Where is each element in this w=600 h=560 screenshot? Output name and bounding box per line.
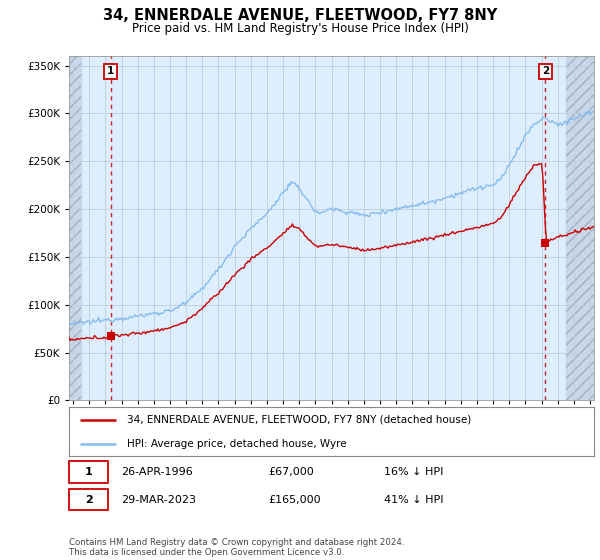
Text: 26-APR-1996: 26-APR-1996 (121, 467, 193, 477)
Bar (69, 56, 81, 400)
Text: 1: 1 (107, 67, 114, 77)
Text: 2: 2 (542, 67, 549, 77)
FancyBboxPatch shape (69, 461, 109, 483)
Text: HPI: Average price, detached house, Wyre: HPI: Average price, detached house, Wyre (127, 438, 346, 449)
Text: 41% ↓ HPI: 41% ↓ HPI (384, 494, 443, 505)
Bar (566, 56, 594, 400)
Text: £67,000: £67,000 (269, 467, 314, 477)
Text: 34, ENNERDALE AVENUE, FLEETWOOD, FY7 8NY (detached house): 34, ENNERDALE AVENUE, FLEETWOOD, FY7 8NY… (127, 415, 471, 425)
Text: 1: 1 (85, 467, 92, 477)
Text: 16% ↓ HPI: 16% ↓ HPI (384, 467, 443, 477)
Text: 2: 2 (85, 494, 92, 505)
Text: Price paid vs. HM Land Registry's House Price Index (HPI): Price paid vs. HM Land Registry's House … (131, 22, 469, 35)
Text: 29-MAR-2023: 29-MAR-2023 (121, 494, 197, 505)
Text: 34, ENNERDALE AVENUE, FLEETWOOD, FY7 8NY: 34, ENNERDALE AVENUE, FLEETWOOD, FY7 8NY (103, 8, 497, 24)
Bar (566, 56, 594, 400)
Text: £165,000: £165,000 (269, 494, 321, 505)
Text: Contains HM Land Registry data © Crown copyright and database right 2024.
This d: Contains HM Land Registry data © Crown c… (69, 538, 404, 557)
FancyBboxPatch shape (69, 489, 109, 510)
Bar (69, 56, 81, 400)
